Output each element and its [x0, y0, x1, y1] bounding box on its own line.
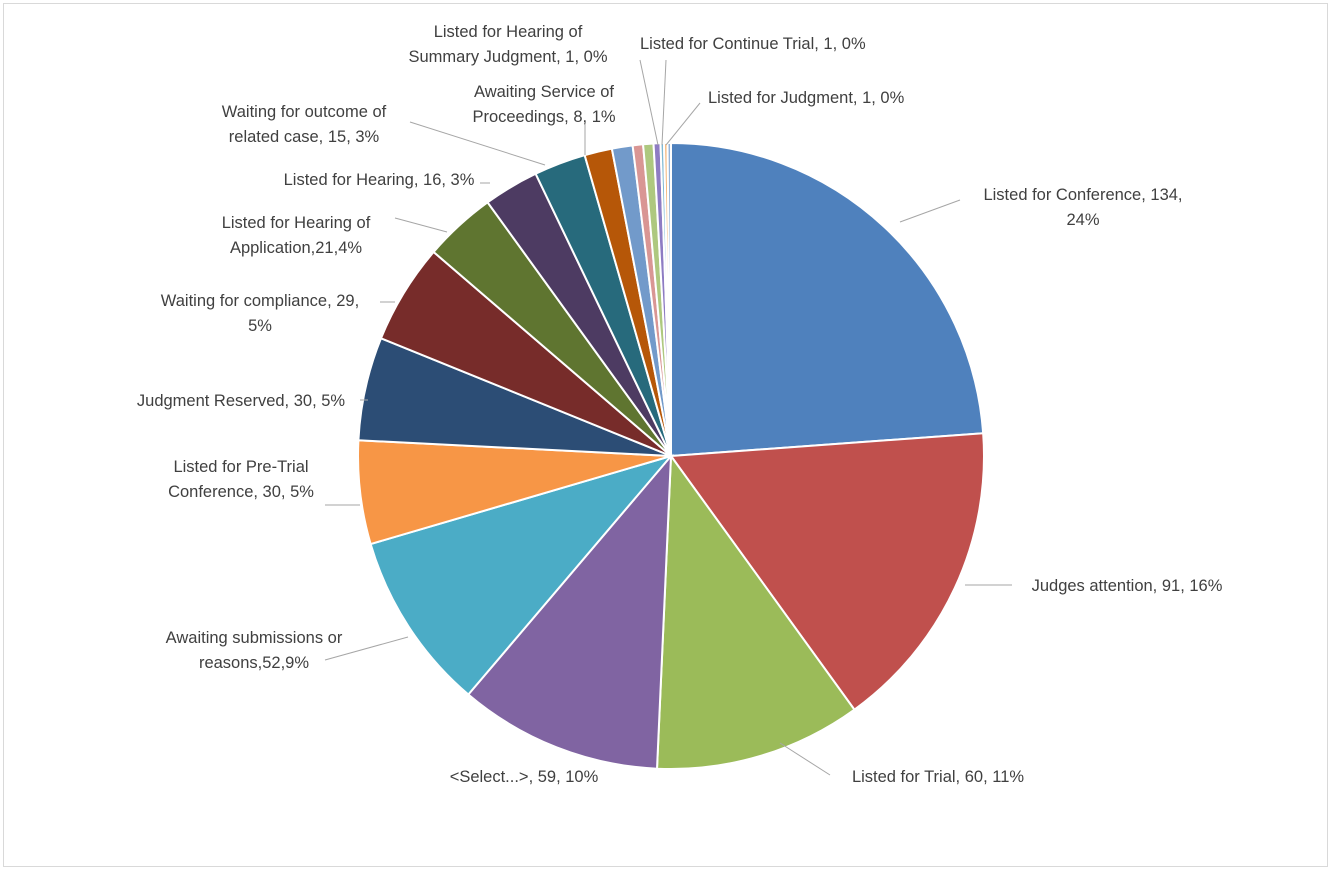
data-label-line: reasons,52,9%	[199, 654, 309, 672]
data-label-9: Listed for Hearing of Application,21,4%	[222, 214, 371, 257]
data-label-line: 5%	[248, 317, 272, 335]
data-label-line: Application,21,4%	[230, 239, 362, 257]
data-label-line: Judges attention, 91, 16%	[1032, 577, 1223, 595]
data-label-line: Listed for Judgment, 1, 0%	[708, 89, 905, 107]
pie-slices	[357, 141, 985, 771]
data-label-6: Listed for Pre-Trial Conference, 30, 5%	[168, 458, 314, 501]
pie-slice-3	[655, 453, 856, 771]
data-labels: Listed for Conference, 134, 24% Judges att…	[137, 23, 1223, 786]
leader-line-17	[639, 59, 659, 146]
data-label-line: Listed for Hearing of	[222, 214, 371, 232]
data-label-3: Listed for Trial, 60, 11%	[852, 768, 1024, 786]
data-label-line: Listed for Hearing of	[434, 23, 583, 41]
pie-slice-5	[369, 454, 674, 696]
data-label-17: Listed for Hearing of Summary Judgment, 1…	[409, 23, 608, 66]
data-label-19: Listed for Judgment, 1, 0%	[708, 89, 905, 107]
data-label-line: Awaiting submissions or	[166, 629, 343, 647]
data-label-line: related case, 15, 3%	[229, 128, 380, 146]
leader-line-19	[665, 102, 701, 146]
leader-line-5	[324, 636, 409, 661]
data-label-7: Judgment Reserved, 30, 5%	[137, 392, 346, 410]
leader-line-3	[779, 742, 831, 776]
data-label-line: Waiting for outcome of	[222, 103, 387, 121]
data-label-line: Listed for Trial, 60, 11%	[852, 768, 1024, 786]
data-label-line: Listed for Conference, 134,	[983, 186, 1182, 204]
pie-slice-2	[669, 432, 985, 712]
data-label-5: Awaiting submissions or reasons,52,9%	[166, 629, 343, 672]
data-label-10: Listed for Hearing, 16, 3%	[284, 171, 475, 189]
pie-slice-4	[466, 453, 673, 770]
data-label-line: Listed for Hearing, 16, 3%	[284, 171, 475, 189]
data-label-line: Judgment Reserved, 30, 5%	[137, 392, 346, 410]
data-label-8: Waiting for compliance, 29, 5%	[161, 292, 359, 335]
data-label-line: Awaiting Service of	[474, 83, 614, 101]
leader-lines	[324, 59, 1012, 776]
leader-line-1	[899, 199, 961, 223]
pie-slice-1	[670, 141, 985, 458]
data-label-line: 24%	[1066, 211, 1099, 229]
data-label-line: Listed for Pre-Trial	[173, 458, 308, 476]
leader-line-18	[661, 59, 667, 146]
data-label-line: Listed for Continue Trial, 1, 0%	[640, 35, 866, 53]
leader-line-9	[394, 217, 448, 233]
data-label-4: <Select...>, 59, 10%	[450, 768, 599, 786]
data-label-2: Judges attention, 91, 16%	[1032, 577, 1223, 595]
data-label-line: Waiting for compliance, 29,	[161, 292, 359, 310]
data-label-line: Summary Judgment, 1, 0%	[409, 48, 608, 66]
data-label-18: Listed for Continue Trial, 1, 0%	[640, 35, 866, 53]
data-label-12: Awaiting Service of Proceedings, 8, 1%	[472, 83, 615, 126]
data-label-line: <Select...>, 59, 10%	[450, 768, 599, 786]
data-label-line: Proceedings, 8, 1%	[472, 108, 615, 126]
data-label-line: Conference, 30, 5%	[168, 483, 314, 501]
data-label-1: Listed for Conference, 134, 24%	[983, 186, 1182, 229]
data-label-11: Waiting for outcome of related case, 15, …	[222, 103, 387, 146]
leader-line-11	[409, 121, 546, 166]
